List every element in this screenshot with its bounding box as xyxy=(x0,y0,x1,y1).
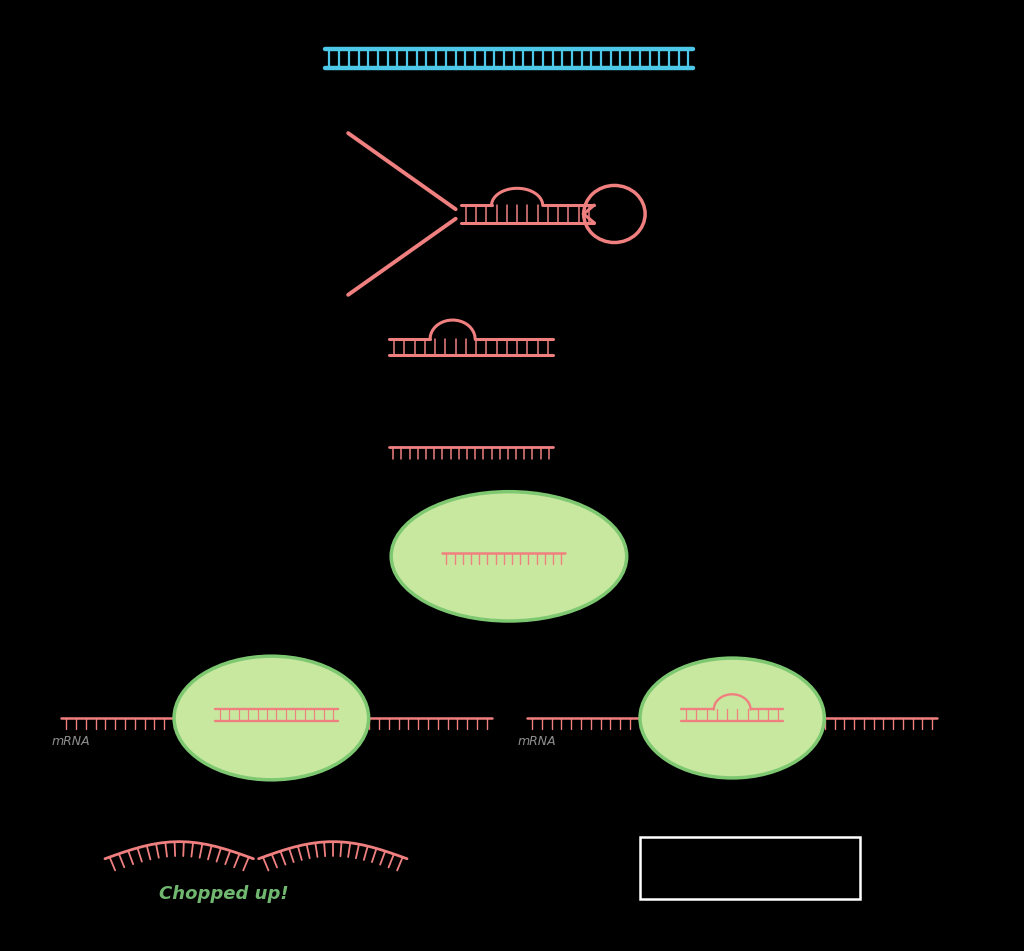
Text: Chopped up!: Chopped up! xyxy=(159,884,289,902)
Ellipse shape xyxy=(391,492,627,621)
Bar xyxy=(640,837,860,899)
Text: mRNA: mRNA xyxy=(51,734,90,747)
Ellipse shape xyxy=(174,656,369,780)
Ellipse shape xyxy=(640,658,824,778)
Text: mRNA: mRNA xyxy=(517,734,556,747)
